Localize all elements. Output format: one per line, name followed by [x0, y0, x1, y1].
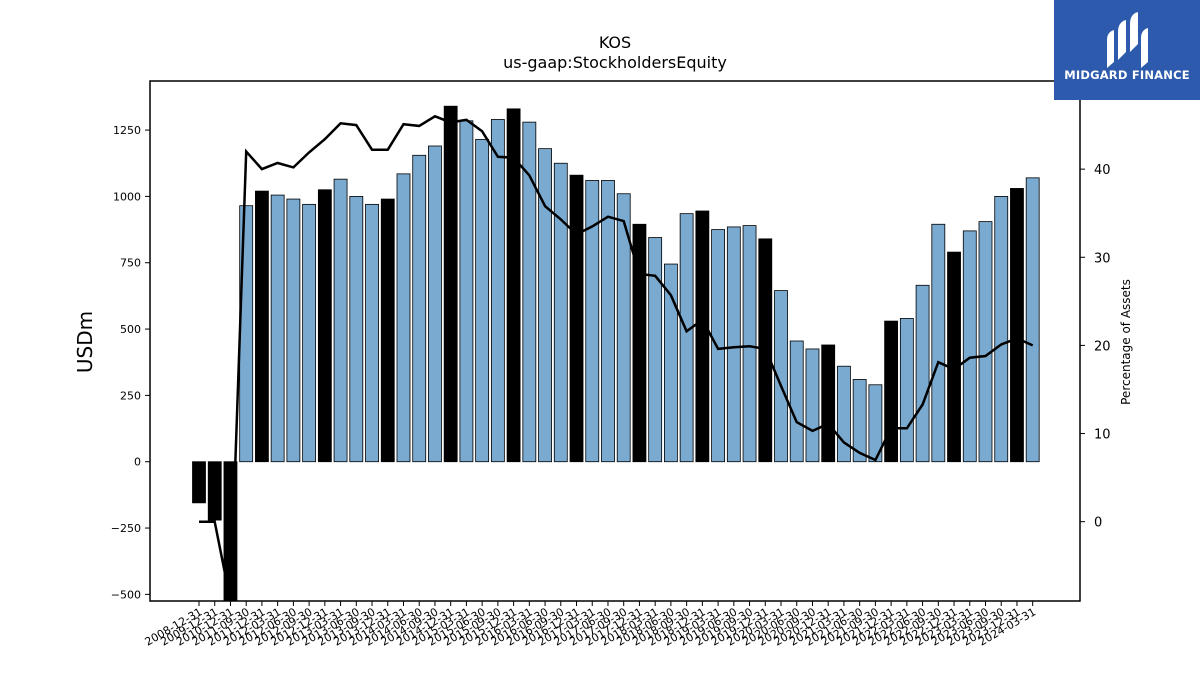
bar — [915, 284, 930, 463]
bar — [349, 196, 364, 463]
bar — [711, 229, 725, 463]
bar — [412, 154, 427, 463]
bar — [396, 173, 411, 463]
brand-logo: MIDGARD FINANCE — [1054, 0, 1200, 100]
bar — [931, 223, 946, 463]
bar — [443, 105, 458, 463]
bar — [947, 251, 961, 463]
bar — [1010, 188, 1024, 463]
y-tick-label: 750 — [120, 257, 141, 270]
y2-tick-label: 20 — [1094, 339, 1111, 354]
bar-series — [192, 105, 1040, 602]
x-axis: 2008-12-312009-12-312010-12-312011-09-30… — [143, 601, 1038, 649]
bar — [789, 340, 804, 463]
y-tick-label: 0 — [134, 456, 141, 469]
bar — [317, 189, 332, 463]
bar — [868, 384, 883, 463]
brand-name: MIDGARD FINANCE — [1064, 68, 1190, 82]
bar — [679, 213, 694, 463]
bar — [774, 290, 788, 463]
bar — [302, 203, 317, 463]
bar — [726, 226, 741, 463]
bar — [255, 190, 269, 463]
y-tick-label: 500 — [120, 323, 141, 336]
y2-axis: 0 10 20 30 40 — [1080, 163, 1111, 531]
bar — [333, 178, 348, 463]
bar — [648, 237, 663, 463]
bar — [994, 196, 1009, 463]
bar — [380, 198, 395, 463]
bar — [805, 348, 820, 463]
bar — [821, 344, 836, 463]
bar — [239, 205, 254, 463]
bar — [978, 221, 993, 463]
y-tick-label: −250 — [111, 522, 141, 535]
bar — [962, 230, 977, 463]
bar — [601, 180, 615, 463]
bar — [475, 138, 490, 463]
y-tick-label: 1250 — [113, 124, 141, 137]
bar — [695, 210, 710, 463]
bar — [632, 223, 647, 463]
y2-tick-label: 40 — [1094, 163, 1111, 178]
bar — [569, 174, 584, 463]
bar — [553, 162, 568, 463]
bar — [192, 461, 206, 504]
bar — [664, 263, 678, 463]
plot-frame — [149, 80, 1081, 602]
bar — [506, 108, 521, 463]
bar — [585, 180, 600, 463]
bar — [459, 120, 474, 463]
bar — [742, 225, 757, 463]
bar — [207, 461, 222, 521]
chart-subtitle: us-gaap:StockholdersEquity — [503, 53, 727, 72]
bar — [852, 379, 867, 463]
midgard-logo-icon — [1107, 12, 1148, 68]
y-tick-label: −500 — [111, 588, 141, 601]
bar — [884, 320, 899, 463]
bar — [428, 145, 442, 463]
y-axis: −500 −250 0 250 500 750 1000 1250 — [111, 124, 150, 601]
y2-axis-label: Percentage of Assets — [1119, 279, 1133, 405]
bar — [538, 148, 552, 463]
bar — [365, 203, 379, 463]
y2-tick-label: 10 — [1094, 428, 1111, 443]
y2-tick-label: 30 — [1094, 251, 1111, 266]
bar — [286, 198, 301, 463]
bar — [899, 318, 914, 463]
bar — [522, 121, 537, 463]
bar — [490, 119, 505, 463]
y-tick-label: 1000 — [113, 190, 141, 203]
bar — [1025, 177, 1040, 463]
bar — [270, 194, 285, 463]
percent-of-assets-line — [199, 114, 1034, 602]
y-axis-label: USDm — [73, 311, 97, 373]
y2-tick-label: 0 — [1094, 516, 1102, 531]
bar — [616, 193, 631, 463]
bar — [837, 365, 851, 463]
y-tick-label: 250 — [120, 389, 141, 402]
chart-title: KOS — [599, 33, 631, 52]
